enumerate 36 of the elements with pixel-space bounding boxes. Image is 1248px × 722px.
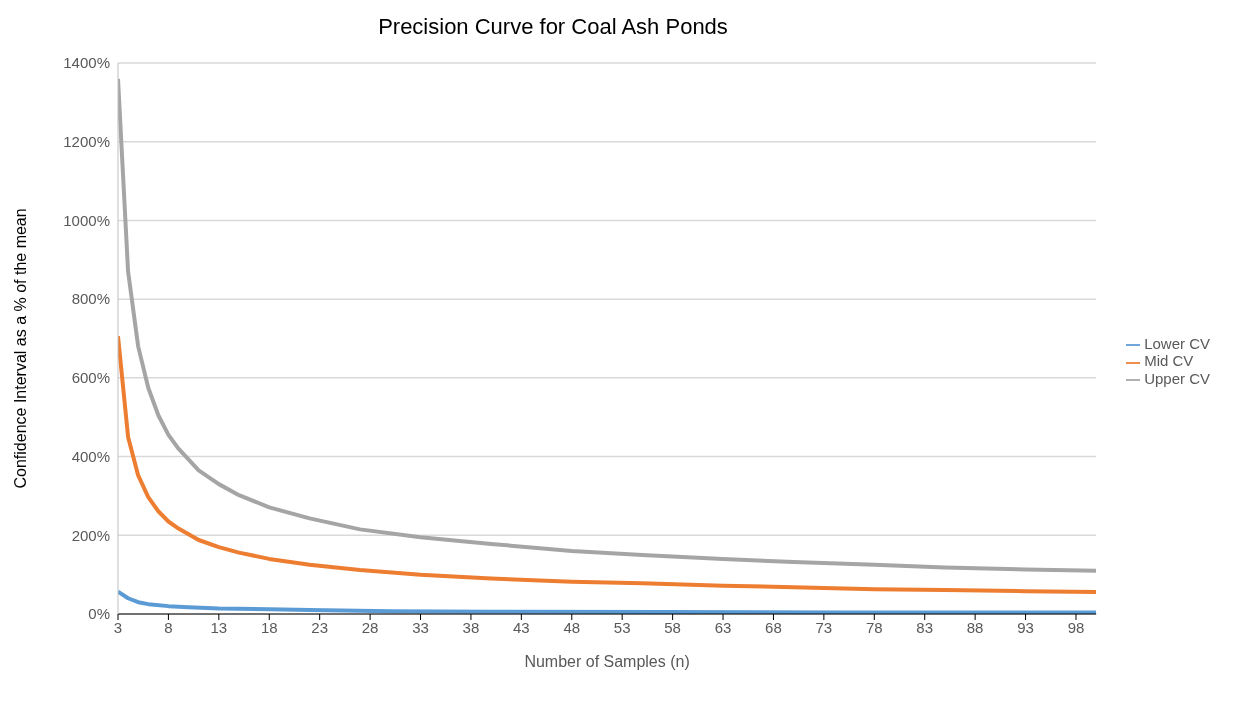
x-tick-label: 43 <box>513 618 530 636</box>
x-tick-label: 3 <box>113 618 123 636</box>
x-tick-label: 18 <box>260 618 278 636</box>
x-tick-label: 68 <box>765 618 782 636</box>
y-tick-label: 800% <box>71 290 110 308</box>
x-tick-label: 93 <box>1017 618 1034 636</box>
x-tick-label: 8 <box>164 618 173 636</box>
y-tick-label: 0% <box>88 605 110 623</box>
y-axis-title: Confidence Interval as a % of the mean <box>11 208 29 489</box>
chart-title: Precision Curve for Coal Ash Ponds <box>377 14 729 40</box>
x-tick-label: 28 <box>361 618 379 636</box>
y-tick-label: 200% <box>71 526 110 544</box>
x-tick-label: 48 <box>563 618 581 636</box>
x-tick-label: 38 <box>462 618 480 636</box>
x-tick-label: 58 <box>664 618 681 636</box>
x-tick-label: 13 <box>210 618 228 636</box>
x-tick-label: 78 <box>865 618 883 636</box>
line-series <box>118 334 1097 594</box>
x-tick-label: 73 <box>815 618 833 636</box>
x-tick-label: 98 <box>1067 618 1085 636</box>
y-tick-label: 600% <box>71 369 110 387</box>
y-tick-label: 1200% <box>63 133 110 151</box>
y-tick-label: 400% <box>71 447 110 465</box>
x-tick-label: 53 <box>613 618 631 636</box>
legend-label: Mid CV <box>1144 352 1194 370</box>
x-tick-label: 83 <box>916 618 934 636</box>
y-tick-label: 1000% <box>63 211 110 229</box>
legend-label: Upper CV <box>1144 369 1210 387</box>
x-tick-label: 88 <box>966 618 984 636</box>
x-tick-label: 63 <box>714 618 732 636</box>
x-tick-label: 33 <box>412 618 429 636</box>
line-series <box>118 76 1097 573</box>
x-axis-title: Number of Samples (n) <box>524 653 690 670</box>
x-tick-label: 23 <box>311 618 329 636</box>
y-tick-label: 1400% <box>63 54 110 72</box>
legend-label: Lower CV <box>1144 335 1210 353</box>
